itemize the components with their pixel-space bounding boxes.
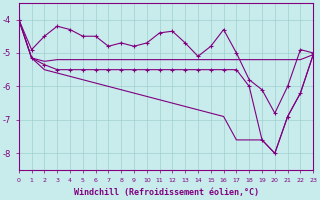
X-axis label: Windchill (Refroidissement éolien,°C): Windchill (Refroidissement éolien,°C) xyxy=(74,188,259,197)
